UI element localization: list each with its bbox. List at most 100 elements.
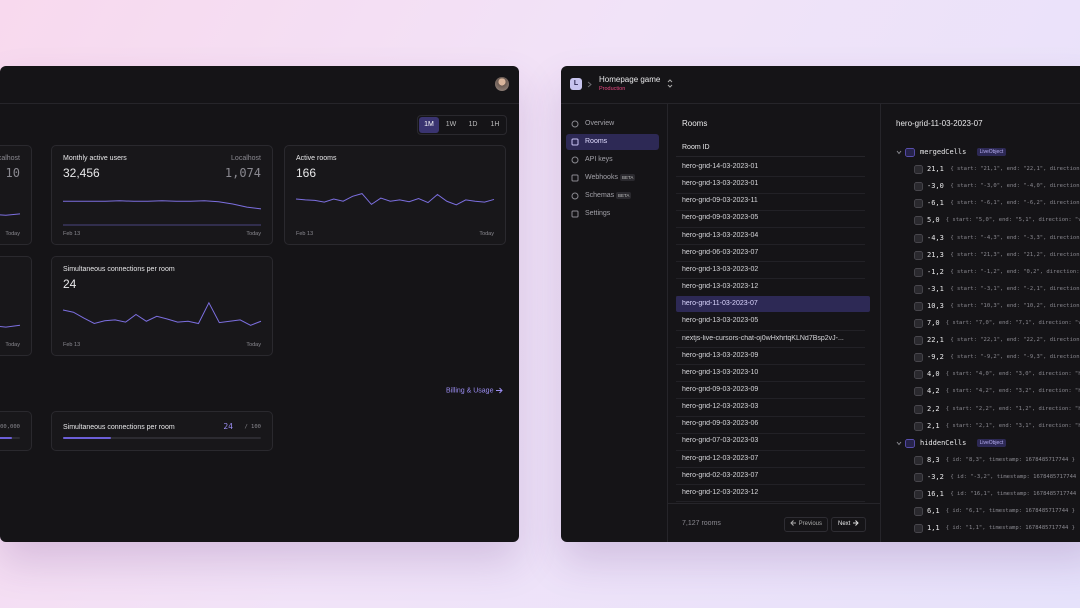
room-row[interactable]: hero-grid-07-03-2023-03 xyxy=(676,433,870,449)
range-button[interactable]: 1D xyxy=(468,121,478,128)
tree-entry[interactable]: -3,2 { id: "-3,2", timestamp: 16784857177… xyxy=(913,471,1080,483)
nav-item[interactable]: Settings xyxy=(566,206,659,222)
tree-entry[interactable]: 6,1 { id: "6,1", timestamp: 1678485717744… xyxy=(913,505,1080,517)
tree-entry[interactable]: 16,1 { id: "16,1", timestamp: 16784857177… xyxy=(913,488,1080,500)
room-id[interactable]: hero-grid-07-03-2023-03 xyxy=(682,437,759,445)
nav-label[interactable]: Schemas xyxy=(585,192,615,199)
sparkline xyxy=(295,193,495,206)
nav-label[interactable]: API keys xyxy=(585,156,613,163)
room-id[interactable]: hero-grid-09-03-2023-11 xyxy=(682,197,758,205)
room-row[interactable]: hero-grid-13-03-2023-10 xyxy=(676,365,870,381)
room-id[interactable]: hero-grid-09-03-2023-06 xyxy=(682,420,759,428)
next-button[interactable]: Next xyxy=(831,517,866,532)
sparkline-path xyxy=(0,324,21,328)
room-row[interactable]: hero-grid-14-03-2023-01 xyxy=(676,159,870,175)
tree-entry[interactable]: 22,1 { start: "22,1", end: "22,2", direct… xyxy=(913,334,1080,346)
tree-entry[interactable]: -3,0 { start: "-3,0", end: "-4,0", direct… xyxy=(913,180,1080,192)
room-id[interactable]: hero-grid-13-03-2023-04 xyxy=(682,231,759,239)
room-id[interactable]: hero-grid-12-03-2023-07 xyxy=(682,454,759,462)
room-row[interactable]: hero-grid-13-03-2023-01 xyxy=(676,176,870,192)
room-id[interactable]: hero-grid-11-03-2023-07 xyxy=(682,300,758,308)
room-row[interactable]: hero-grid-13-03-2023-02 xyxy=(676,262,870,278)
project-name[interactable]: Homepage game xyxy=(599,75,661,84)
room-id[interactable]: nextjs-live-cursors-chat-oj0wHxhrtqKLNd7… xyxy=(682,334,844,342)
tree-entry[interactable]: 7,0 { start: "7,0", end: "7,1", direction… xyxy=(913,317,1080,329)
nav-icon xyxy=(571,174,579,182)
card-value: 166 xyxy=(296,166,317,180)
tree-entry[interactable]: 1,1 { id: "1,1", timestamp: 1678485717744… xyxy=(913,522,1080,534)
tree-entry[interactable]: -4,3 { start: "-4,3", end: "-3,3", direct… xyxy=(913,232,1080,244)
room-row[interactable]: hero-grid-11-03-2023-07 xyxy=(676,296,870,313)
axis-start: Feb 13 xyxy=(63,231,81,237)
tree-entry[interactable]: -3,1 { start: "-3,1", end: "-2,1", direct… xyxy=(913,283,1080,295)
previous-button[interactable]: Previous xyxy=(784,517,828,532)
room-id[interactable]: hero-grid-12-03-2023-03 xyxy=(682,403,759,411)
previous-label[interactable]: Previous xyxy=(798,521,823,527)
room-id[interactable]: hero-grid-09-03-2023-09 xyxy=(682,385,759,393)
nav-label[interactable]: Settings xyxy=(585,210,611,217)
node-key: mergedCells xyxy=(920,148,967,156)
room-row[interactable]: hero-grid-09-03-2023-09 xyxy=(676,382,870,398)
room-id[interactable]: hero-grid-13-03-2023-09 xyxy=(682,351,759,359)
room-id[interactable]: hero-grid-13-03-2023-12 xyxy=(682,283,759,291)
room-row[interactable]: hero-grid-12-03-2023-03 xyxy=(676,399,870,415)
range-button[interactable]: 1M xyxy=(419,117,439,133)
nav-item[interactable]: API keys xyxy=(566,152,659,168)
usage-used: 24 xyxy=(223,422,233,431)
room-row[interactable]: hero-grid-13-03-2023-09 xyxy=(676,348,870,364)
tree-entry[interactable]: -1,2 { start: "-1,2", end: "0,2", directi… xyxy=(913,266,1080,278)
tree-entry[interactable]: 21,3 { start: "21,3", end: "21,2", direct… xyxy=(913,249,1080,261)
tree-entry[interactable]: 10,3 { start: "10,3", end: "10,2", direct… xyxy=(913,300,1080,312)
nav-label[interactable]: Overview xyxy=(585,120,615,127)
tree-entry[interactable]: -6,1 { start: "-6,1", end: "-6,2", direct… xyxy=(913,197,1080,209)
room-row[interactable]: nextjs-live-cursors-chat-oj0wHxhrtqKLNd7… xyxy=(676,331,870,347)
tree-entry[interactable]: 4,2 { start: "4,2", end: "3,2", direction… xyxy=(913,385,1080,397)
room-id[interactable]: hero-grid-02-03-2023-07 xyxy=(682,471,759,479)
room-row[interactable]: hero-grid-06-03-2023-07 xyxy=(676,245,870,261)
nav-item[interactable]: Overview xyxy=(566,116,659,132)
room-id[interactable]: hero-grid-13-03-2023-02 xyxy=(682,265,759,273)
room-id[interactable]: hero-grid-13-03-2023-01 xyxy=(682,180,759,188)
room-id[interactable]: hero-grid-12-03-2023-12 xyxy=(682,488,759,496)
tree-entry[interactable]: -9,2 { start: "-9,2", end: "-9,3", direct… xyxy=(913,351,1080,363)
object-icon xyxy=(914,370,923,380)
tree-node[interactable]: mergedCells LiveObject xyxy=(895,146,1080,158)
range-button[interactable]: 1W xyxy=(445,121,457,128)
nav-label[interactable]: Webhooks xyxy=(585,174,618,181)
next-label[interactable]: Next xyxy=(838,521,851,527)
avatar[interactable] xyxy=(495,77,509,91)
room-row[interactable]: hero-grid-12-03-2023-07 xyxy=(676,451,870,467)
tree-entry[interactable]: 2,1 { start: "2,1", end: "3,1", direction… xyxy=(913,420,1080,432)
value-icon xyxy=(914,336,923,345)
room-row[interactable]: hero-grid-12-03-2023-12 xyxy=(676,485,870,501)
icon-shape xyxy=(571,120,579,128)
billing-link-text[interactable]: Billing & Usage xyxy=(446,387,494,395)
room-id[interactable]: hero-grid-14-03-2023-01 xyxy=(682,163,759,170)
room-id[interactable]: hero-grid-13-03-2023-05 xyxy=(682,317,759,325)
room-row[interactable]: hero-grid-09-03-2023-11 xyxy=(676,193,870,209)
switch-icon[interactable] xyxy=(667,79,673,88)
tree-entry[interactable]: 2,2 { start: "2,2", end: "1,2", direction… xyxy=(913,403,1080,415)
room-id[interactable]: hero-grid-09-03-2023-05 xyxy=(682,214,759,222)
nav-item[interactable]: Webhooks BETA xyxy=(566,170,659,186)
room-row[interactable]: hero-grid-13-03-2023-04 xyxy=(676,228,870,244)
range-button[interactable]: 1H xyxy=(490,121,500,128)
nav-label[interactable]: Rooms xyxy=(585,138,608,145)
room-row[interactable]: hero-grid-02-03-2023-07 xyxy=(676,468,870,484)
nav-item[interactable]: Rooms xyxy=(566,134,659,150)
tree-entry[interactable]: 4,0 { start: "4,0", end: "3,0", direction… xyxy=(913,368,1080,380)
tree-node[interactable]: hiddenCells LiveObject xyxy=(895,437,1080,449)
room-row[interactable]: hero-grid-13-03-2023-12 xyxy=(676,279,870,295)
room-row[interactable]: hero-grid-13-03-2023-05 xyxy=(676,313,870,329)
tree-entry[interactable]: 5,0 { start: "5,0", end: "5,1", direction… xyxy=(913,214,1080,226)
tree-entry[interactable]: 21,1 { start: "21,1", end: "22,1", direct… xyxy=(913,163,1080,175)
entry-key: 7,0 xyxy=(927,319,940,327)
room-row[interactable]: hero-grid-09-03-2023-05 xyxy=(676,210,870,226)
billing-link[interactable]: Billing & Usage xyxy=(446,387,504,395)
room-id[interactable]: hero-grid-13-03-2023-10 xyxy=(682,368,759,376)
nav-item[interactable]: Schemas BETA xyxy=(566,188,659,204)
column-header: Room ID xyxy=(682,144,710,151)
tree-entry[interactable]: 8,3 { id: "8,3", timestamp: 1678485717744… xyxy=(913,454,1080,466)
room-row[interactable]: hero-grid-09-03-2023-06 xyxy=(676,416,870,432)
room-id[interactable]: hero-grid-06-03-2023-07 xyxy=(682,248,759,256)
